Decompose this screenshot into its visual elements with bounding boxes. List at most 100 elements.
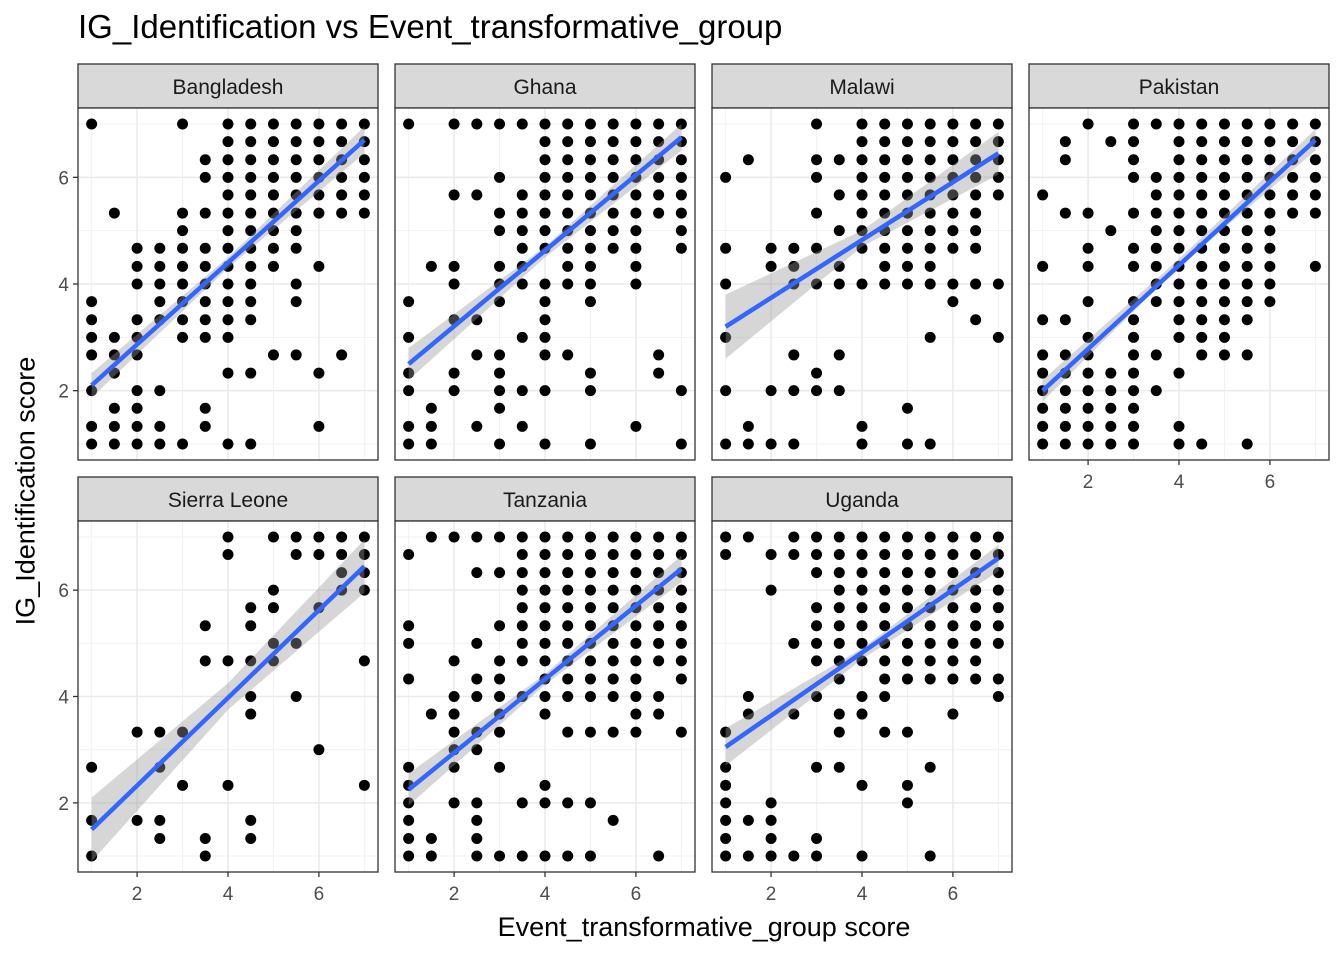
data-point bbox=[970, 207, 982, 219]
data-point bbox=[630, 136, 642, 148]
data-point bbox=[1241, 242, 1253, 254]
data-point bbox=[653, 620, 665, 632]
data-point bbox=[1128, 154, 1140, 166]
data-point bbox=[833, 260, 845, 272]
data-point bbox=[630, 584, 642, 596]
data-point bbox=[765, 797, 777, 809]
data-point bbox=[856, 602, 868, 614]
data-point bbox=[245, 171, 257, 183]
data-point bbox=[471, 691, 483, 702]
data-point bbox=[584, 602, 596, 614]
data-point bbox=[177, 779, 189, 791]
data-point bbox=[879, 171, 891, 183]
data-point bbox=[131, 242, 143, 254]
data-point bbox=[765, 385, 777, 397]
data-point bbox=[607, 637, 619, 649]
data-point bbox=[1037, 402, 1049, 414]
data-point bbox=[222, 438, 234, 450]
data-point bbox=[336, 567, 348, 579]
data-point bbox=[1218, 189, 1230, 201]
data-point bbox=[607, 171, 619, 183]
data-point bbox=[86, 438, 98, 450]
data-point bbox=[222, 154, 234, 166]
data-point bbox=[1218, 171, 1230, 183]
data-point bbox=[245, 136, 257, 148]
data-point bbox=[1196, 225, 1208, 237]
data-point bbox=[856, 584, 868, 596]
data-point bbox=[630, 673, 642, 685]
data-point bbox=[245, 278, 257, 290]
data-point bbox=[131, 278, 143, 290]
data-point bbox=[199, 402, 211, 414]
data-point bbox=[403, 637, 415, 649]
data-point bbox=[833, 549, 845, 561]
data-point bbox=[901, 225, 913, 237]
data-point bbox=[245, 225, 257, 237]
data-point bbox=[970, 655, 982, 667]
y-tick-label: 4 bbox=[58, 275, 69, 296]
data-point bbox=[539, 296, 551, 308]
data-point bbox=[1218, 136, 1230, 148]
data-point bbox=[267, 584, 279, 596]
data-point bbox=[720, 242, 732, 254]
panel-uganda: Uganda 2 4 6 bbox=[711, 476, 1013, 905]
data-point bbox=[131, 314, 143, 326]
data-point bbox=[675, 242, 687, 254]
data-point bbox=[924, 531, 936, 543]
data-point bbox=[924, 171, 936, 183]
data-point bbox=[494, 673, 506, 685]
data-point bbox=[199, 314, 211, 326]
data-point bbox=[584, 136, 596, 148]
data-point bbox=[448, 118, 460, 130]
data-point bbox=[1037, 420, 1049, 432]
data-point bbox=[947, 136, 959, 148]
data-point bbox=[199, 207, 211, 219]
data-point bbox=[584, 118, 596, 130]
facet-strip-label-ghana: Ghana bbox=[513, 76, 576, 99]
x-tick-label: 4 bbox=[223, 884, 234, 905]
data-point bbox=[675, 655, 687, 667]
data-point bbox=[403, 367, 415, 379]
data-point bbox=[584, 260, 596, 272]
data-point bbox=[584, 691, 596, 702]
data-point bbox=[811, 154, 823, 166]
data-point bbox=[222, 655, 234, 667]
data-point bbox=[833, 189, 845, 201]
data-point bbox=[1128, 260, 1140, 272]
data-point bbox=[1241, 438, 1253, 450]
data-point bbox=[1059, 207, 1071, 219]
data-point bbox=[245, 314, 257, 326]
facet-strip-malawi bbox=[711, 63, 1013, 109]
data-point bbox=[1241, 118, 1253, 130]
data-point bbox=[901, 118, 913, 130]
data-point bbox=[177, 225, 189, 237]
data-point bbox=[856, 549, 868, 561]
data-point bbox=[154, 420, 166, 432]
data-point bbox=[1287, 118, 1299, 130]
data-point bbox=[584, 673, 596, 685]
data-point bbox=[336, 349, 348, 361]
data-point bbox=[1196, 278, 1208, 290]
data-point bbox=[1150, 260, 1162, 272]
data-point bbox=[765, 814, 777, 826]
data-point bbox=[811, 242, 823, 254]
data-point bbox=[675, 118, 687, 130]
data-point bbox=[765, 438, 777, 450]
data-point bbox=[336, 207, 348, 219]
data-point bbox=[290, 242, 302, 254]
data-point bbox=[901, 549, 913, 561]
data-point bbox=[811, 620, 823, 632]
data-point bbox=[675, 602, 687, 614]
data-point bbox=[970, 225, 982, 237]
data-point bbox=[720, 278, 732, 290]
scatter-points bbox=[720, 118, 1004, 450]
data-point bbox=[1173, 438, 1185, 450]
data-point bbox=[1105, 420, 1117, 432]
data-point bbox=[1082, 367, 1094, 379]
data-point bbox=[924, 225, 936, 237]
data-point bbox=[924, 438, 936, 450]
data-point bbox=[562, 154, 574, 166]
data-point bbox=[856, 708, 868, 720]
data-point bbox=[630, 189, 642, 201]
data-point bbox=[947, 296, 959, 308]
